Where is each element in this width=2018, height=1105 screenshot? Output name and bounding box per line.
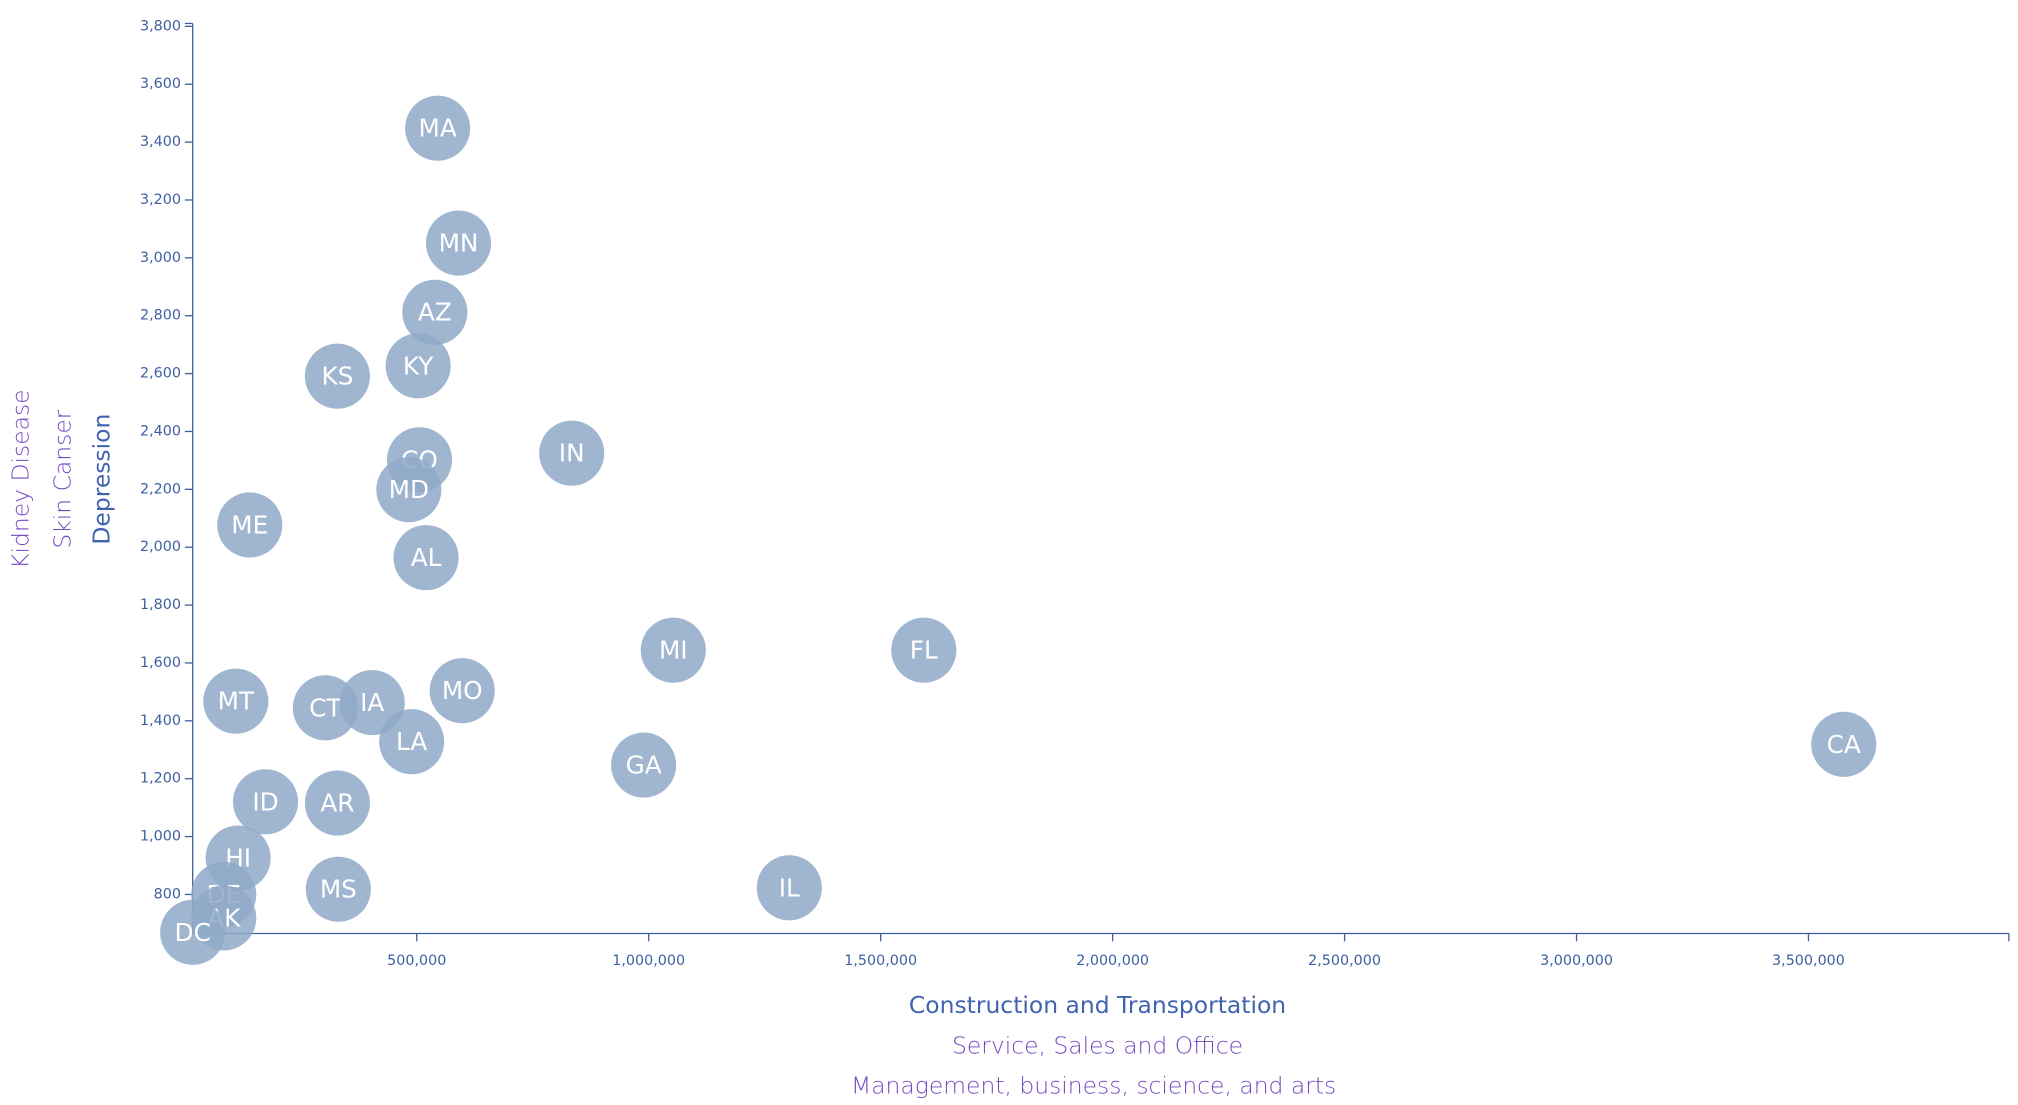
x-tick-label: 500,000 <box>387 953 446 969</box>
point-label: AL <box>411 543 442 572</box>
point <box>425 210 492 276</box>
point <box>611 732 677 798</box>
y-tick-label: 1,200 <box>140 771 181 787</box>
point <box>385 333 451 399</box>
point-label: IN <box>559 439 585 468</box>
point-label: CT <box>309 693 342 722</box>
y-tick-label: 3,800 <box>140 18 181 34</box>
y-tick-label: 2,800 <box>140 308 181 324</box>
x-axis-label: Construction and Transportation <box>909 991 1286 1019</box>
point <box>305 856 371 922</box>
point <box>393 525 459 591</box>
point-label: FL <box>910 636 938 665</box>
y-tick-label: 3,200 <box>140 192 181 208</box>
point-label: GA <box>626 751 662 780</box>
y-tick-label: 3,000 <box>140 250 181 266</box>
y-tick-label: 2,400 <box>140 423 181 439</box>
point-label: MS <box>320 875 357 904</box>
point-label: MI <box>659 636 688 665</box>
point <box>640 617 706 683</box>
y-tick-label: 2,000 <box>140 539 181 555</box>
point <box>891 617 957 683</box>
point-label: MA <box>419 114 457 143</box>
x-tick-label: 1,000,000 <box>612 953 685 969</box>
x-tick-label: 2,000,000 <box>1076 953 1149 969</box>
y-tick-label: 2,200 <box>140 481 181 497</box>
point-label: MO <box>442 676 483 705</box>
point-label: MD <box>389 475 429 504</box>
point-label: ID <box>252 787 278 816</box>
x-axis-label: Service, Sales and Office <box>952 1031 1243 1059</box>
point-label: KY <box>403 351 434 380</box>
y-tick-label: 2,600 <box>140 366 181 382</box>
point <box>376 457 442 523</box>
point <box>160 899 226 965</box>
point-label: KS <box>321 362 353 391</box>
y-axis-label: Skin Canser <box>48 409 76 548</box>
y-axis-label: Kidney Disease <box>7 389 35 568</box>
point-label: DC <box>175 918 211 947</box>
y-tick-label: 1,800 <box>140 597 181 613</box>
y-tick-label: 3,400 <box>140 134 181 150</box>
y-tick-label: 1,400 <box>140 713 181 729</box>
point <box>203 668 269 734</box>
point <box>402 279 468 345</box>
y-axis-label: Depression <box>87 414 115 545</box>
x-tick-label: 3,000,000 <box>1540 953 1613 969</box>
point <box>304 770 370 836</box>
point-label: IA <box>360 688 384 717</box>
point <box>379 709 445 775</box>
point <box>232 769 299 835</box>
x-tick-label: 2,500,000 <box>1308 953 1381 969</box>
x-tick-label: 3,500,000 <box>1772 953 1845 969</box>
y-tick-label: 1,600 <box>140 655 181 671</box>
x-axis-label: Management, business, science, and arts <box>851 1072 1336 1100</box>
point-label: AZ <box>418 298 452 327</box>
point-label: ME <box>231 510 268 539</box>
point <box>304 343 370 409</box>
y-tick-label: 800 <box>154 886 181 902</box>
x-tick-label: 1,500,000 <box>844 953 917 969</box>
y-tick-label: 3,600 <box>140 76 181 92</box>
point-label: CA <box>1827 730 1861 759</box>
point <box>756 855 822 921</box>
point-label: IL <box>779 873 800 902</box>
point <box>217 492 283 558</box>
point <box>539 420 605 486</box>
point-label: AR <box>320 789 354 818</box>
y-tick-label: 1,000 <box>140 829 181 845</box>
point <box>1811 711 1877 777</box>
point <box>429 658 495 724</box>
point-label: MN <box>439 229 479 258</box>
point-label: MT <box>218 687 255 716</box>
point-label: LA <box>396 727 427 756</box>
point <box>405 95 471 161</box>
